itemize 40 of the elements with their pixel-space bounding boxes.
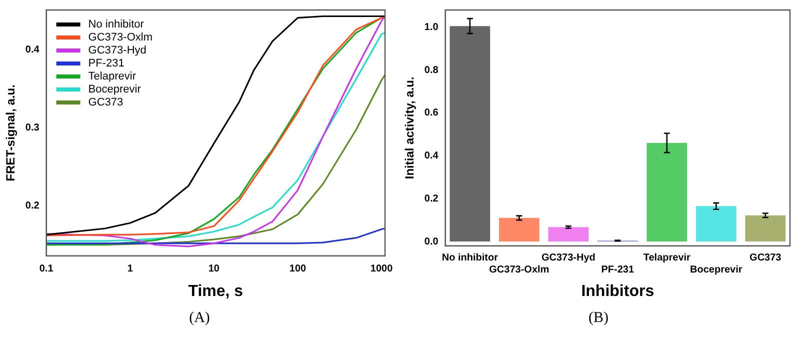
- text: (B): [588, 310, 610, 327]
- legend-label: PF-231: [88, 58, 124, 70]
- x-tick-label: GC373-Oxlm: [489, 264, 550, 276]
- y-tick-label: 0.6: [424, 108, 439, 119]
- x-tick-label: 1: [127, 264, 134, 275]
- bar: [745, 215, 786, 242]
- y-tick-label: 0.2: [25, 200, 40, 212]
- bar: [548, 227, 589, 242]
- y-tick-label: 0.0: [424, 236, 439, 248]
- x-tick-label: PF-231: [601, 264, 634, 276]
- x-tick-label: 100: [289, 264, 307, 275]
- x-axis-title: Inhibitors: [581, 282, 654, 300]
- y-tick-label: 0.2: [424, 193, 439, 204]
- bar: [498, 218, 540, 242]
- y-axis-title: FRET-signal, a.u.: [4, 84, 18, 182]
- x-tick-label: Telaprevir: [643, 252, 691, 264]
- legend-label: GC373-Oxlm: [88, 32, 152, 44]
- y-tick-label: 0.8: [424, 64, 439, 76]
- legend-label: No inhibitor: [88, 18, 144, 31]
- x-tick-label: 0.1: [39, 264, 54, 275]
- x-tick-label: 1000: [370, 264, 394, 275]
- x-tick-label: GC373-Hyd: [541, 252, 596, 264]
- y-axis-title: Initial activity, a.u.: [402, 76, 417, 180]
- y-tick-label: 0.3: [25, 122, 40, 134]
- y-tick-label: 0.4: [25, 44, 40, 56]
- bar: [696, 206, 736, 242]
- x-tick-label: 10: [208, 264, 220, 275]
- legend-label: GC373: [88, 96, 124, 109]
- legend-label: Boceprevir: [88, 84, 142, 96]
- x-tick-label: No inhibitor: [442, 252, 498, 264]
- y-tick-label: 1.0: [424, 22, 439, 33]
- bar: [646, 142, 688, 242]
- x-tick-label: GC373: [750, 252, 782, 264]
- legend-label: GC373-Hyd: [88, 44, 146, 57]
- text: (A): [188, 310, 211, 327]
- y-tick-label: 0.4: [424, 150, 439, 162]
- bar: [450, 26, 490, 242]
- x-tick-label: Boceprevir: [690, 264, 742, 276]
- legend-label: Telaprevir: [88, 70, 136, 83]
- x-axis-title: Time, s: [188, 282, 244, 300]
